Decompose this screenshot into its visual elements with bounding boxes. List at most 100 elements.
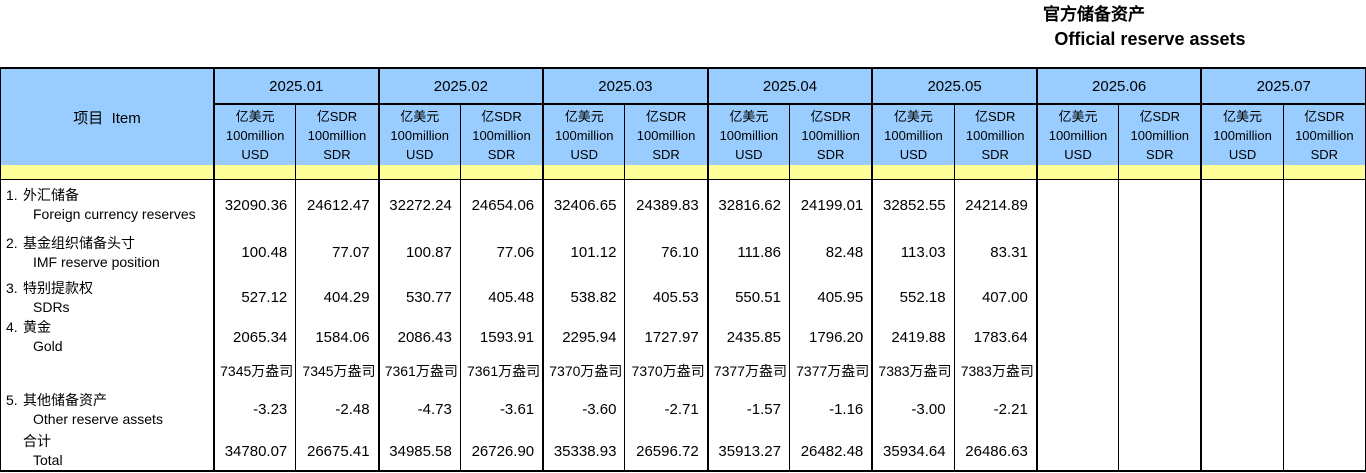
unit-header-line: SDR <box>816 146 845 162</box>
unit-header-line: 亿美元 <box>1223 108 1263 124</box>
row-name-en: Other reserve assets <box>33 410 163 427</box>
table-cell: -2.48 <box>295 387 377 432</box>
table-cell: 527.12 <box>213 275 295 320</box>
row-number: 4. <box>6 319 18 335</box>
unit-header-line: 100million <box>1213 127 1272 143</box>
spacer-cell <box>377 165 460 180</box>
row-label: 合计 Total <box>1 432 213 470</box>
row-label-chinese: 5. 其他储备资产 <box>6 391 107 410</box>
table-cell: -2.21 <box>953 387 1036 432</box>
spacer-cell <box>1282 165 1365 180</box>
unit-header-line: 100million <box>472 127 531 143</box>
spacer-cell <box>1200 165 1283 180</box>
table-cell <box>1035 432 1118 470</box>
table-cell <box>1118 432 1200 470</box>
spacer-cell <box>788 165 872 180</box>
row-name-zh: 特别提款权 <box>23 279 93 296</box>
table-cell: -4.73 <box>377 387 460 432</box>
unit-header-usd: 亿美元 100million USD <box>542 105 625 165</box>
table-cell <box>1118 387 1200 432</box>
table-cell: 35913.27 <box>706 432 789 470</box>
table-cell: 26726.90 <box>459 432 542 470</box>
row-name-zh: 基金组织储备头寸 <box>23 234 135 251</box>
spacer-cell <box>1035 165 1119 180</box>
unit-header-line: USD <box>405 146 434 162</box>
table-cell <box>1035 354 1118 387</box>
row-name-en: Foreign currency reserves <box>33 206 196 222</box>
row-name-zh: 其他储备资产 <box>23 391 107 408</box>
unit-header-line: USD <box>899 146 928 162</box>
table-cell: 77.06 <box>459 230 542 275</box>
unit-header-line: SDR <box>487 146 516 162</box>
row-label: 4. 黄金 Gold <box>1 319 213 354</box>
table-cell: 82.48 <box>788 230 871 275</box>
unit-header-line: 100million <box>390 127 449 143</box>
unit-header-line: 亿SDR <box>1139 108 1180 124</box>
row-name-en: Total <box>33 452 63 468</box>
table-cell: 100.87 <box>377 230 460 275</box>
table-cell: 2086.43 <box>377 320 460 354</box>
table-cell <box>1200 320 1282 354</box>
row-number: 3. <box>6 279 18 296</box>
spacer-cell <box>624 165 707 180</box>
unit-header-line: USD <box>241 146 269 162</box>
table-cell: 1727.97 <box>624 320 706 354</box>
unit-header-line: 亿SDR <box>1304 108 1345 124</box>
unit-header-line: 亿SDR <box>481 108 522 124</box>
table-cell <box>1282 320 1365 354</box>
table-cell <box>1035 387 1118 432</box>
month-header-2025.07: 2025.07 <box>1200 69 1365 105</box>
unit-header-line: 100million <box>884 127 943 143</box>
unit-header-usd: 亿美元 100million USD <box>1035 105 1119 165</box>
unit-header-line: SDR <box>652 146 680 162</box>
spacer-cell <box>706 165 789 180</box>
table-cell <box>1035 230 1118 275</box>
unit-header-usd: 亿美元 100million USD <box>377 105 460 165</box>
table-cell <box>1282 275 1365 320</box>
table-cell: 111.86 <box>706 230 789 275</box>
spacer-cell <box>1118 165 1201 180</box>
row-number: 5. <box>6 391 18 408</box>
table-cell: 101.12 <box>542 230 624 275</box>
unit-header-sdr: 亿SDR 100million SDR <box>295 105 378 165</box>
month-header-2025.03: 2025.03 <box>542 69 707 105</box>
unit-header-line: 100million <box>1048 127 1108 143</box>
table-cell: 405.53 <box>624 275 706 320</box>
table-cell <box>1282 387 1365 432</box>
table-cell: 32272.24 <box>377 180 460 230</box>
table-cell: 1796.20 <box>788 320 871 354</box>
unit-header-line: 100million <box>555 127 614 143</box>
unit-header-line: 亿SDR <box>645 108 687 124</box>
row-name-zh: 外汇储备 <box>23 187 79 203</box>
table-cell <box>1282 432 1365 470</box>
row-name-zh: 合计 <box>23 433 51 449</box>
row-label: 3. 特别提款权 SDRs <box>1 275 213 320</box>
table-cell: 1584.06 <box>295 320 377 354</box>
table-cell: 26675.41 <box>295 432 377 470</box>
unit-header-line: 100million <box>719 127 779 143</box>
row-number: 2. <box>6 234 18 251</box>
table-cell: 32090.36 <box>213 180 295 230</box>
unit-header-line: 亿美元 <box>1058 108 1098 124</box>
table-cell: 24214.89 <box>953 180 1036 230</box>
table-cell: 35934.64 <box>871 432 953 470</box>
title-chinese: 官方储备资产 <box>1043 5 1145 24</box>
unit-header-line: 100million <box>1130 127 1190 143</box>
table-cell: 2435.85 <box>706 320 789 354</box>
table-cell <box>1035 320 1118 354</box>
table-cell <box>1200 432 1282 470</box>
table-cell: 7370万盎司 <box>542 354 624 387</box>
table-cell: 530.77 <box>377 275 460 320</box>
table-cell: 26482.48 <box>788 432 871 470</box>
table-cell: 34780.07 <box>213 432 295 470</box>
table-cell: 113.03 <box>871 230 953 275</box>
row-name-en: SDRs <box>33 298 70 315</box>
spacer-cell <box>953 165 1036 180</box>
table-cell: -2.71 <box>624 387 706 432</box>
page-title: 官方储备资产 Official reserve assets <box>950 3 1350 51</box>
table-cell <box>1200 230 1282 275</box>
month-header-2025.06: 2025.06 <box>1035 69 1201 105</box>
month-header-2025.05: 2025.05 <box>871 69 1036 105</box>
spacer-cell <box>295 165 378 180</box>
unit-header-line: 亿美元 <box>564 108 604 124</box>
